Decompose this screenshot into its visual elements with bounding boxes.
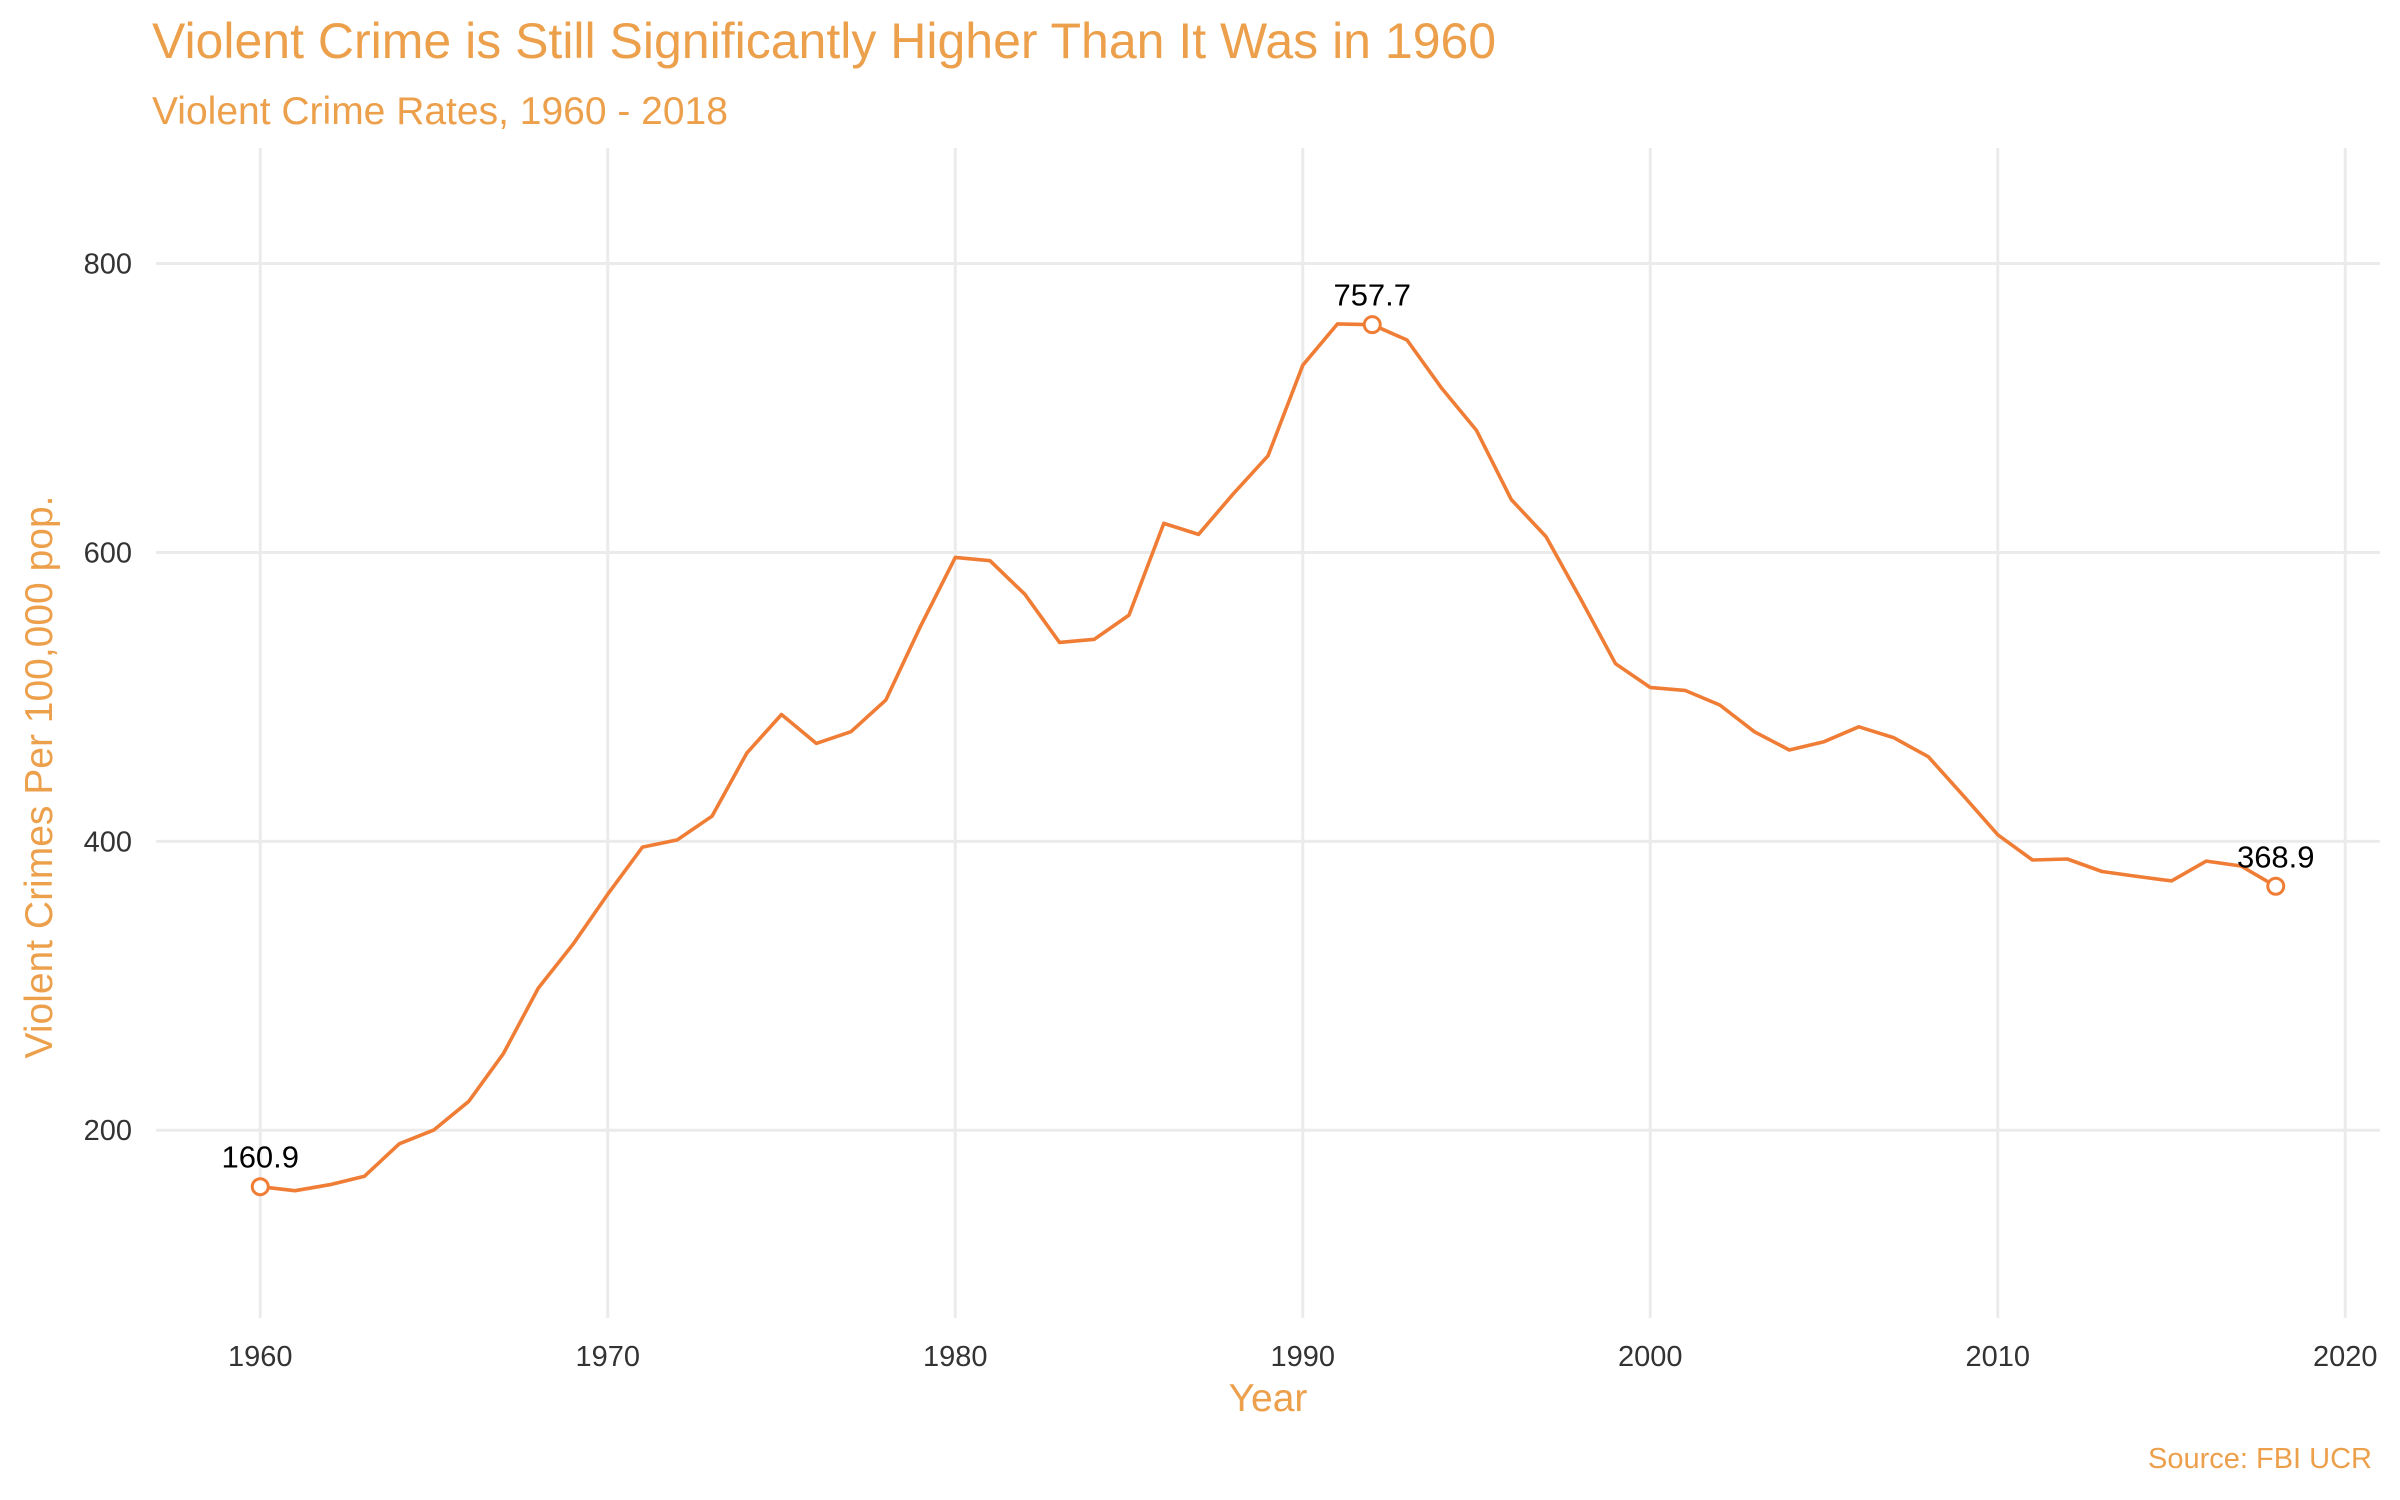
series-line [258,322,2278,1193]
y-tick-label: 600 [84,537,132,569]
y-axis-title: Violent Crimes Per 100,000 pop. [18,496,61,1059]
x-tick-label: 1980 [923,1341,988,1373]
x-tick-label: 1990 [1270,1341,1335,1373]
grid [156,148,2380,1318]
x-tick-label: 1970 [575,1341,640,1373]
x-tick-label: 2000 [1618,1341,1683,1373]
chart-title: Violent Crime is Still Significantly Hig… [152,13,1496,69]
y-tick-label: 800 [84,249,132,281]
x-axis-title: Year [1229,1377,1308,1420]
x-tick-label: 1960 [228,1341,293,1373]
x-tick-label: 2020 [2313,1341,2378,1373]
y-axis-ticks: 200 400 600 800 [84,249,132,1148]
annotation-markers: 160.9 757.7 368.9 [221,278,2315,1197]
x-axis-ticks: 1960 1970 1980 1990 2000 2010 2020 [228,1341,2378,1373]
source-caption: Source: FBI UCR [2148,1443,2372,1475]
data-label: 368.9 [2237,839,2315,874]
annotation-point [2266,876,2286,896]
x-tick-label: 2010 [1965,1341,2030,1373]
annotation-point [250,1177,270,1197]
data-label: 757.7 [1333,278,1411,313]
y-tick-label: 200 [84,1115,132,1147]
data-label: 160.9 [221,1140,299,1175]
y-tick-label: 400 [84,826,132,858]
annotation-point [1362,315,1382,335]
chart-subtitle: Violent Crime Rates, 1960 - 2018 [152,90,728,133]
